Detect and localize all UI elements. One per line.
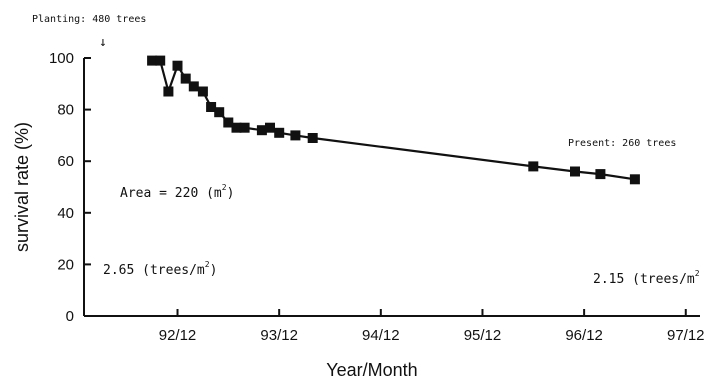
area-sup: 2 [222,183,227,192]
x-tick-label: 92/12 [159,327,197,344]
data-point [307,133,318,143]
x-tick-label: 93/12 [260,327,298,344]
data-point [180,73,191,84]
density-start-text: 2.65 (trees/m [103,263,205,278]
data-point [265,122,275,133]
annotation-density-start: 2.65 (trees/m2) [103,260,217,278]
y-tick-label: 40 [57,205,74,222]
data-point [206,102,217,112]
density-end-sup: 2 [695,269,700,278]
area-close: ) [227,186,235,201]
data-point [223,117,234,128]
x-axis-ticks: 92/12 93/12 94/12 95/12 96/12 97/12 [159,309,705,344]
y-tick-label: 100 [49,50,74,67]
annotation-present: Present: 260 trees [568,138,676,149]
data-point [290,130,301,141]
series-markers [147,55,640,185]
x-tick-label: 94/12 [362,327,400,344]
data-point [155,55,166,66]
y-tick-label: 60 [57,153,74,170]
x-axis-title: Year/Month [326,360,417,378]
data-point [528,161,539,172]
data-point [231,122,242,133]
data-point [163,86,174,97]
density-end-text: 2.15 (trees/m [593,272,695,287]
annotation-density-end: 2.15 (trees/m2 [593,269,700,287]
plot-area: 0 20 40 60 80 100 92/12 93/12 94/12 95/12 96/12 97… [49,50,705,344]
y-axis-ticks: 0 20 40 60 80 100 [49,50,91,325]
annotation-planting: Planting: 480 trees [32,14,146,25]
data-point [214,107,225,118]
data-point [274,127,285,138]
svg-text:Area = 220 (m2): Area = 220 (m2) [120,183,234,201]
data-point [147,55,158,66]
data-point [172,60,183,71]
y-tick-label: 80 [57,102,74,119]
data-point [256,125,267,136]
data-point [595,169,606,180]
x-tick-label: 95/12 [464,327,502,344]
data-point [188,81,199,92]
y-axis-title: survival rate (%) [12,122,32,252]
svg-text:2.15 (trees/m2: 2.15 (trees/m2 [593,269,700,287]
data-point [570,166,580,177]
data-point [629,174,640,185]
density-start-close: ) [210,263,218,278]
x-tick-label: 96/12 [565,327,603,344]
data-point [197,86,208,97]
density-start-sup: 2 [205,260,210,269]
y-tick-label: 20 [57,256,74,273]
arrow-down-icon: ↓ [99,35,107,50]
data-point [239,122,250,133]
y-tick-label: 0 [66,308,74,325]
area-text: Area = 220 (m [120,186,222,201]
svg-text:2.65 (trees/m2): 2.65 (trees/m2) [103,260,217,278]
annotation-area: Area = 220 (m2) [120,183,234,201]
x-tick-label: 97/12 [667,327,705,344]
